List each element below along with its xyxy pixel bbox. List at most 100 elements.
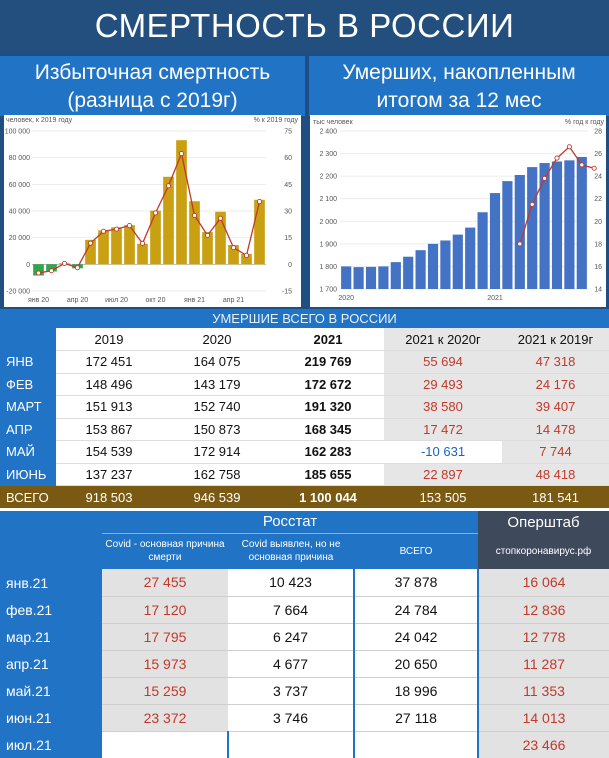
value-2021: 162 283 xyxy=(272,440,384,464)
covid-total: 24 042 xyxy=(354,623,479,651)
percent-point xyxy=(48,268,55,274)
y2-tick-label: 22 xyxy=(594,196,602,203)
value-2021: 168 345 xyxy=(272,418,384,441)
stopcoronavirus-value: 11 287 xyxy=(478,650,609,678)
percent-point xyxy=(243,252,250,258)
covid-not-main-cause: 6 247 xyxy=(228,623,355,651)
table-row: ФЕВ 148 496 143 179 172 672 29 493 24 176 xyxy=(0,373,609,396)
value-2019: 151 913 xyxy=(56,395,162,419)
bar-ноя-20 xyxy=(163,176,174,265)
percent-point xyxy=(256,199,263,205)
y2-tick-label: -15 xyxy=(282,289,292,296)
left-axis-label: тыс человек xyxy=(313,119,354,126)
row-label: ИЮНЬ xyxy=(0,463,56,486)
stopcoronavirus-value: 12 778 xyxy=(478,623,609,651)
bar-май-20 xyxy=(85,239,96,265)
diff-vs-2020: -10 631 xyxy=(384,440,502,464)
y-tick-label: 80 000 xyxy=(9,155,31,162)
total-deaths-table: УМЕРШИЕ ВСЕГО В РОССИИ 2019 2020 2021 20… xyxy=(0,309,609,514)
table-row: АПР 153 867 150 873 168 345 17 472 14 478 xyxy=(0,418,609,441)
y-tick-label: 20 000 xyxy=(9,235,31,242)
percent-point xyxy=(566,144,572,150)
excess-mortality-svg: человек, к 2019 году % к 2019 году 100 000… xyxy=(5,117,299,304)
col-2021-vs-2020: 2021 к 2020г xyxy=(384,328,502,351)
x-tick-label: янв 20 xyxy=(28,297,49,304)
heading-line-2: (разница с 2019г) xyxy=(67,89,238,112)
bar-июл-20 xyxy=(111,227,122,265)
y2-tick-label: 24 xyxy=(594,174,602,181)
percent-point xyxy=(87,240,94,246)
value-2021: 185 655 xyxy=(272,463,384,486)
diff-vs-2019: 7 744 xyxy=(502,440,609,464)
y-tick-label: 1 800 xyxy=(319,264,337,271)
bar xyxy=(378,266,389,289)
percent-point xyxy=(35,270,42,276)
value-2020: 162 758 xyxy=(162,463,272,486)
y2-tick-label: 0 xyxy=(288,262,292,269)
value-2021: 191 320 xyxy=(272,395,384,419)
percent-point xyxy=(542,175,548,181)
covid-main-cause: 23 372 xyxy=(102,704,228,732)
y2-tick-label: 16 xyxy=(594,264,602,271)
percent-point xyxy=(191,212,198,218)
percent-point xyxy=(165,183,172,189)
percent-point xyxy=(178,151,185,157)
bar xyxy=(527,167,538,289)
percent-point xyxy=(152,210,159,216)
bar xyxy=(514,175,525,289)
total-label: ВСЕГО xyxy=(0,485,56,508)
value-2019: 137 237 xyxy=(56,463,162,486)
total-vs-2019: 181 541 xyxy=(502,485,609,508)
row-label: янв.21 xyxy=(0,569,102,596)
col-covid-not-main-cause: Covid выявлен, но не основная причина xyxy=(228,533,354,569)
y-tick-label: 40 000 xyxy=(9,209,31,216)
bar xyxy=(427,243,439,289)
col-total: ВСЕГО xyxy=(354,533,478,569)
y-tick-label: 2 400 xyxy=(319,129,337,136)
cumulative-deaths-svg: тыс человек % год к году 2 400 28 2 300 26 2 2… xyxy=(313,119,605,302)
covid-main-cause: 15 259 xyxy=(102,677,228,705)
right-axis-label: % год к году xyxy=(565,119,605,126)
table-row: фев.21 17 120 7 664 24 784 12 836 xyxy=(0,596,609,624)
row-label: июл.21 xyxy=(0,731,102,758)
column-header-row: Covid - основная причина смерти Covid вы… xyxy=(0,533,609,569)
row-label: апр.21 xyxy=(0,650,102,677)
bar-фев-21 xyxy=(202,232,213,265)
y2-tick-label: 30 xyxy=(284,209,292,216)
percent-point xyxy=(100,228,107,234)
y2-tick-label: 60 xyxy=(284,155,292,162)
value-2021: 172 672 xyxy=(272,373,384,396)
bar xyxy=(465,227,476,289)
left-axis-label: человек, к 2019 году xyxy=(6,117,73,124)
covid-total: 37 878 xyxy=(354,569,479,597)
table-row: май.21 15 259 3 737 18 996 11 353 xyxy=(0,677,609,705)
covid-main-cause xyxy=(102,731,229,758)
bar-янв-21 xyxy=(189,201,200,265)
value-2019: 154 539 xyxy=(56,440,162,464)
total-2019: 918 503 xyxy=(56,485,162,508)
percent-point xyxy=(113,226,120,232)
cumulative-deaths-chart: тыс человек % год к году 2 400 28 2 300 26 2 2… xyxy=(310,115,606,307)
value-2019: 148 496 xyxy=(56,373,162,396)
total-vs-2020: 153 505 xyxy=(384,485,502,508)
y-tick-label: -20 000 xyxy=(6,289,30,296)
bar xyxy=(489,193,501,289)
bar xyxy=(539,163,550,289)
percent-point xyxy=(139,240,146,246)
bar xyxy=(551,161,563,289)
covid-total: 24 784 xyxy=(354,596,479,624)
bar-мар-21 xyxy=(215,211,226,265)
y2-tick-label: 14 xyxy=(594,287,602,294)
col-2020: 2020 xyxy=(162,328,272,351)
bar xyxy=(502,181,513,289)
bar xyxy=(403,256,414,289)
covid-main-cause: 17 795 xyxy=(102,623,228,651)
bar xyxy=(365,266,377,289)
y-tick-label: 1 900 xyxy=(319,241,337,248)
diff-vs-2019: 14 478 xyxy=(502,418,609,441)
cumulative-deaths-heading: Умерших, накопленным итогом за 12 мес xyxy=(309,56,609,116)
col-covid-main-cause: Covid - основная причина смерти xyxy=(102,533,228,569)
heading-line-1: Умерших, накопленным xyxy=(342,61,576,84)
diff-vs-2020: 38 580 xyxy=(384,395,502,419)
covid-not-main-cause xyxy=(228,731,355,758)
